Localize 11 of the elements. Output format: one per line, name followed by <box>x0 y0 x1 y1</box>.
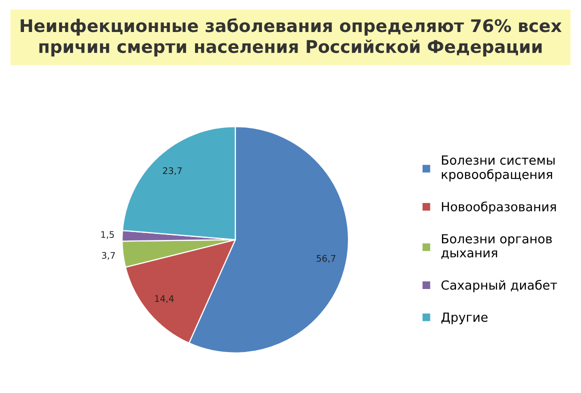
data-label: 14,4 <box>155 295 174 303</box>
data-label: 23,7 <box>163 167 182 176</box>
data-label: 56,7 <box>316 254 336 263</box>
legend-label: Болезни системы кровообращения <box>442 156 555 182</box>
legend-label: Другие <box>441 312 488 324</box>
chart-title: Неинфекционные заболевания определяют 76% всех причин смерти населения Российской Федерации <box>20 18 562 56</box>
legend-label: Новообразования <box>442 202 556 214</box>
data-label: 3,7 <box>102 252 115 260</box>
legend-label: Болезни органов дыхания <box>441 234 552 260</box>
data-label: 1,5 <box>101 231 114 239</box>
legend-label: Сахарный диабет <box>441 280 557 292</box>
